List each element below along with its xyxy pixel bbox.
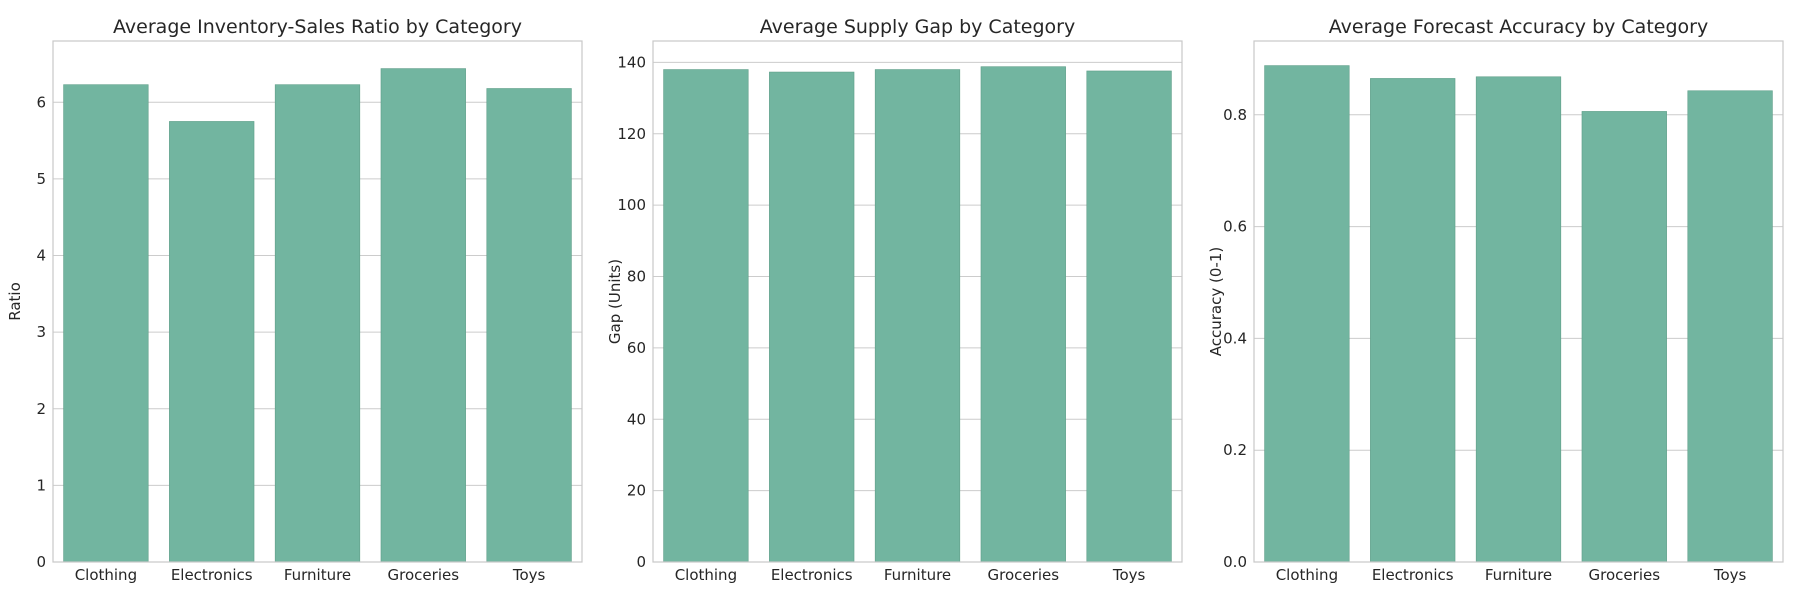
x-tick-label: Toys bbox=[1713, 566, 1747, 584]
x-tick-label: Toys bbox=[512, 566, 546, 584]
y-tick-labels: 0 20 40 60 80 100 120 140 bbox=[617, 53, 646, 571]
bar-furniture bbox=[274, 84, 361, 563]
y-axis-label: Gap (Units) bbox=[606, 259, 624, 344]
y-tick-label: 100 bbox=[617, 196, 646, 214]
chart-title: Average Forecast Accuracy by Category bbox=[1329, 16, 1708, 38]
y-axis-label: Accuracy (0-1) bbox=[1207, 247, 1225, 356]
y-tick-label: 3 bbox=[36, 323, 46, 341]
bar-furniture bbox=[874, 69, 961, 563]
x-tick-label: Clothing bbox=[1276, 566, 1338, 584]
x-tick-label: Electronics bbox=[171, 566, 253, 584]
y-tick-label: 20 bbox=[627, 482, 646, 500]
x-tick-label: Groceries bbox=[388, 566, 460, 584]
y-tick-label: 120 bbox=[617, 125, 646, 143]
x-tick-labels: Clothing Electronics Furniture Groceries Toy… bbox=[75, 566, 546, 584]
y-tick-label: 80 bbox=[627, 268, 646, 286]
bar-toys bbox=[1086, 70, 1172, 563]
x-tick-label: Electronics bbox=[1372, 566, 1454, 584]
chart-supply-gap: Average Supply Gap by Category Gap (Unit… bbox=[606, 16, 1183, 584]
plot-frame bbox=[52, 40, 583, 563]
x-tick-label: Furniture bbox=[884, 566, 951, 584]
y-tick-label: 6 bbox=[36, 93, 46, 111]
y-tick-label: 40 bbox=[627, 410, 646, 428]
bar-toys bbox=[1687, 90, 1773, 563]
y-tick-label: 1 bbox=[36, 476, 46, 494]
chart-title: Average Inventory-Sales Ratio by Categor… bbox=[113, 16, 522, 38]
x-tick-label: Groceries bbox=[988, 566, 1060, 584]
y-tick-label: 4 bbox=[36, 247, 46, 265]
y-tick-label: 0.2 bbox=[1223, 441, 1247, 459]
x-tick-labels: Clothing Electronics Furniture Groceries Toy… bbox=[1276, 566, 1747, 584]
y-tick-label: 5 bbox=[36, 170, 46, 188]
x-tick-label: Furniture bbox=[1485, 566, 1552, 584]
plot-frame bbox=[1253, 40, 1784, 563]
y-tick-label: 0 bbox=[36, 553, 46, 571]
y-axis-label: Ratio bbox=[6, 282, 24, 321]
chart-title: Average Supply Gap by Category bbox=[760, 16, 1075, 38]
x-tick-label: Electronics bbox=[771, 566, 853, 584]
bars bbox=[663, 66, 1172, 563]
x-tick-label: Clothing bbox=[675, 566, 737, 584]
bar-electronics bbox=[769, 71, 855, 563]
chart-inventory-sales-ratio: Average Inventory-Sales Ratio by Categor… bbox=[6, 16, 583, 584]
x-tick-labels: Clothing Electronics Furniture Groceries Toy… bbox=[675, 566, 1146, 584]
bar-clothing bbox=[663, 69, 749, 563]
bar-groceries bbox=[380, 68, 466, 563]
bar-furniture bbox=[1475, 76, 1562, 563]
bar-clothing bbox=[1264, 65, 1350, 563]
y-tick-label: 60 bbox=[627, 339, 646, 357]
y-tick-label: 0 bbox=[636, 553, 646, 571]
y-tick-label: 0.6 bbox=[1223, 218, 1247, 236]
bars bbox=[63, 68, 572, 563]
x-tick-label: Clothing bbox=[75, 566, 137, 584]
bar-toys bbox=[486, 88, 572, 563]
y-tick-labels: 0 1 2 3 4 5 6 bbox=[36, 93, 46, 571]
y-tick-labels: 0.0 0.2 0.4 0.6 0.8 bbox=[1223, 106, 1247, 571]
y-tick-label: 0.0 bbox=[1223, 553, 1247, 571]
y-tick-label: 0.8 bbox=[1223, 106, 1247, 124]
bar-groceries bbox=[1581, 111, 1667, 563]
bar-clothing bbox=[63, 84, 149, 563]
x-tick-label: Groceries bbox=[1589, 566, 1661, 584]
bar-groceries bbox=[980, 66, 1066, 563]
bar-electronics bbox=[169, 121, 255, 563]
bars bbox=[1264, 65, 1773, 563]
chart-forecast-accuracy: Average Forecast Accuracy by Category Ac… bbox=[1207, 16, 1784, 584]
x-tick-label: Furniture bbox=[284, 566, 351, 584]
y-tick-label: 140 bbox=[617, 53, 646, 71]
x-tick-label: Toys bbox=[1112, 566, 1146, 584]
y-tick-label: 0.4 bbox=[1223, 329, 1247, 347]
plot-frame bbox=[652, 40, 1183, 563]
y-tick-label: 2 bbox=[36, 400, 46, 418]
bar-electronics bbox=[1370, 78, 1456, 563]
